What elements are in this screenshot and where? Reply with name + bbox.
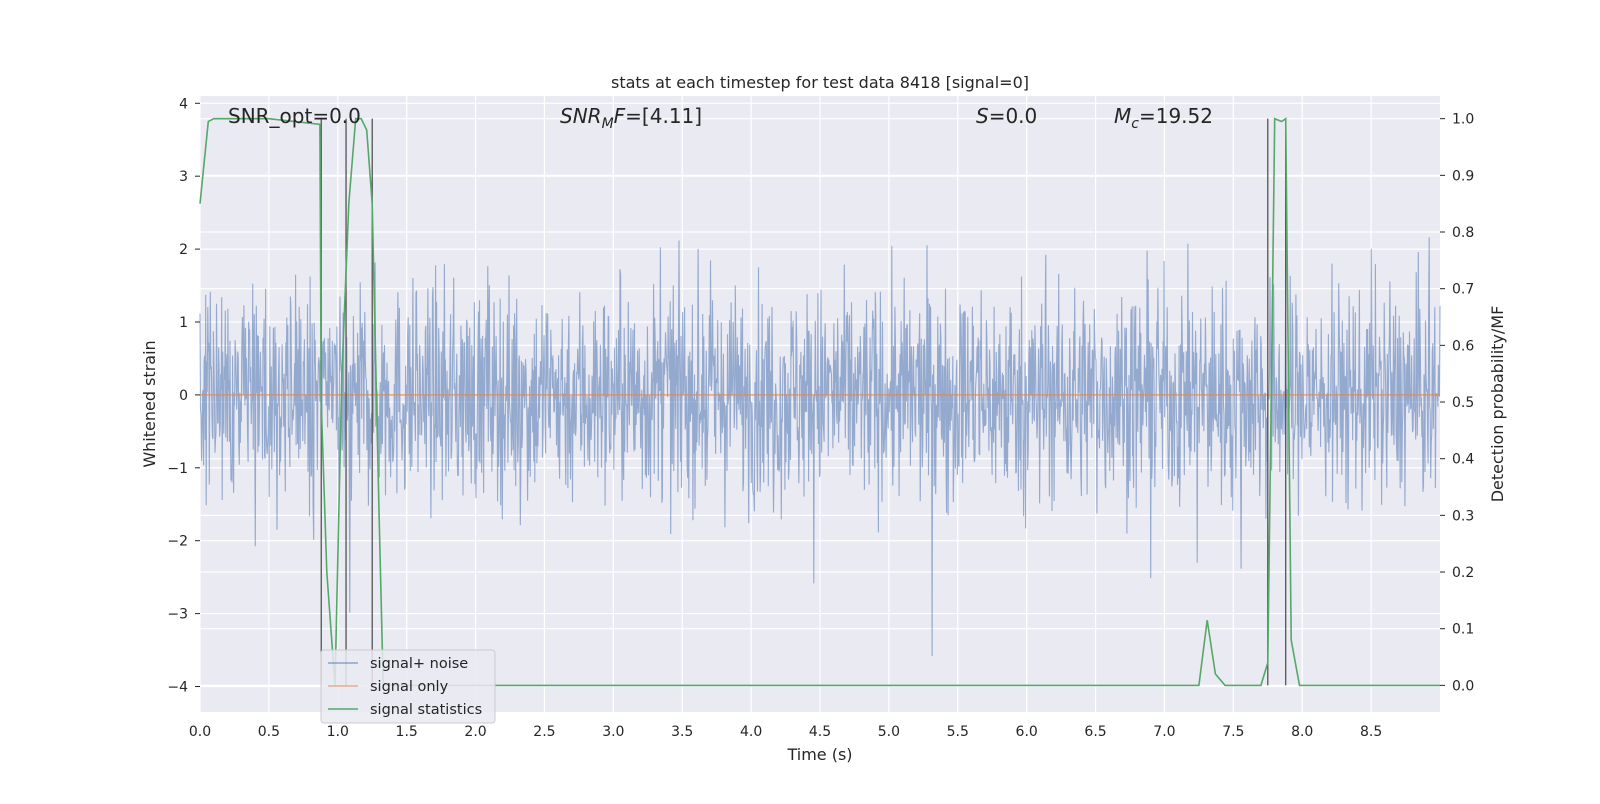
y-left-tick-label-5: 1 [179,315,188,331]
y-left-tick-label-1: −3 [167,607,188,623]
legend-label-signal-statistics: signal statistics [370,702,482,718]
legend-label-signal-only: signal only [370,679,449,695]
snr-mf-italic-tail: F [614,104,626,128]
x-tick-label-11: 5.5 [947,724,969,740]
x-tick-label-0: 0.0 [189,724,211,740]
y-left-tick-label-0: −4 [167,679,188,695]
x-tick-label-3: 1.5 [396,724,418,740]
x-tick-label-4: 2.0 [464,724,486,740]
snr-mf-sub: M [602,116,614,132]
y-right-tick-label-6: 0.6 [1452,338,1474,354]
legend: signal+ noise signal only signal statist… [320,649,496,724]
x-tick-label-12: 6.0 [1016,724,1038,740]
snr-mf-value: =[4.11] [625,104,702,128]
x-tick-label-14: 7.0 [1153,724,1175,740]
snr-mf-main: SNR [560,104,602,128]
x-tick-label-6: 3.0 [602,724,624,740]
y-right-tick-label-10: 1.0 [1452,112,1474,128]
x-tick-label-10: 5.0 [878,724,900,740]
y-right-tick-label-1: 0.1 [1452,622,1474,638]
mc-sub: c [1131,116,1139,132]
y-left-tick-label-4: 0 [179,388,188,404]
s-annotation: S=0.0 [976,104,1037,128]
x-tick-label-7: 3.5 [671,724,693,740]
x-tick-label-8: 4.0 [740,724,762,740]
x-tick-label-5: 2.5 [533,724,555,740]
x-tick-label-9: 4.5 [809,724,831,740]
y-right-tick-label-0: 0.0 [1452,678,1474,694]
series-signal-noise-line [199,237,1441,657]
snr-opt-annotation: SNR_opt=0.0 [228,104,361,128]
snr-mf-annotation: SNRMF=[4.11] [560,104,702,132]
noise-series [199,237,1441,657]
y-right-axis-label: Detection probability/MF [1488,306,1507,503]
x-tick-label-13: 6.5 [1084,724,1106,740]
x-tick-label-16: 8.0 [1291,724,1313,740]
series-signal-statistics-line [199,117,1440,687]
y-right-tick-label-4: 0.4 [1452,452,1474,468]
legend-label-signal-noise: signal+ noise [370,656,468,672]
y-right-tick-label-5: 0.5 [1452,395,1474,411]
x-tick-label-17: 8.5 [1360,724,1382,740]
mc-value: =19.52 [1139,104,1213,128]
y-right-tick-labels: 0.0 0.1 0.2 0.3 0.4 0.5 0.6 0.7 0.8 0.9 1.0 [1440,112,1474,694]
y-left-tick-label-3: −1 [167,461,188,477]
x-axis-label: Time (s) [786,745,852,764]
x-tick-labels: 0.0 0.5 1.0 1.5 2.0 2.5 3.0 3.5 4.0 4.5 5.0 5.5 6.0 6… [189,724,1382,740]
mc-annotation: Mc=19.52 [1114,104,1213,132]
y-left-tick-labels: −4 −3 −2 −1 0 1 2 3 4 [167,96,200,695]
x-tick-label-2: 1.0 [327,724,349,740]
x-tick-label-15: 7.5 [1222,724,1244,740]
y-left-axis-label: Whitened strain [140,340,159,467]
s-symbol: S [976,104,989,128]
s-value: =0.0 [989,104,1038,128]
legend-box [320,649,496,724]
y-left-tick-label-7: 3 [179,169,188,185]
signal-statistics-series [199,117,1440,687]
x-tick-label-1: 0.5 [258,724,280,740]
chart-title: stats at each timestep for test data 841… [611,73,1029,92]
y-right-tick-label-8: 0.8 [1452,225,1474,241]
y-left-tick-label-8: 4 [179,96,188,112]
y-right-tick-label-2: 0.2 [1452,565,1474,581]
mc-main: M [1114,104,1131,128]
y-left-tick-label-6: 2 [179,242,188,258]
y-right-tick-label-7: 0.7 [1452,282,1474,298]
y-left-tick-label-2: −2 [167,534,188,550]
y-right-tick-label-3: 0.3 [1452,508,1474,524]
y-right-tick-label-9: 0.9 [1452,168,1474,184]
